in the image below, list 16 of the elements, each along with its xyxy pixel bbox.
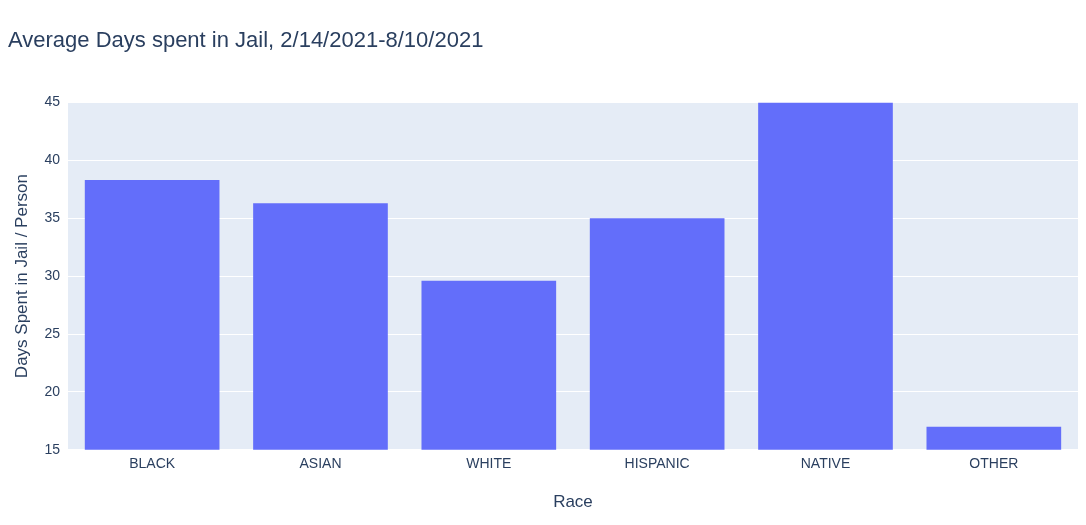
x-tick-label: HISPANIC: [624, 455, 690, 472]
x-tick-label: OTHER: [969, 455, 1019, 472]
y-tick-label: 35: [44, 209, 61, 226]
x-tick-label: NATIVE: [800, 455, 851, 472]
x-tick-label: BLACK: [129, 455, 176, 472]
y-tick-label: 25: [44, 324, 61, 341]
y-tick-label: 45: [44, 93, 61, 110]
x-tick-label: ASIAN: [299, 455, 342, 472]
x-axis-title: Race: [553, 492, 593, 512]
y-tick-label: 20: [44, 382, 61, 399]
y-tick-label: 15: [44, 440, 61, 457]
y-tick-label: 30: [44, 266, 61, 283]
y-axis-title: Days Spent in Jail / Person: [11, 174, 31, 379]
x-tick-label: WHITE: [466, 455, 512, 472]
chart-title: Average Days spent in Jail, 2/14/2021-8/10/2021: [8, 27, 484, 53]
y-tick-label: 40: [44, 151, 61, 168]
